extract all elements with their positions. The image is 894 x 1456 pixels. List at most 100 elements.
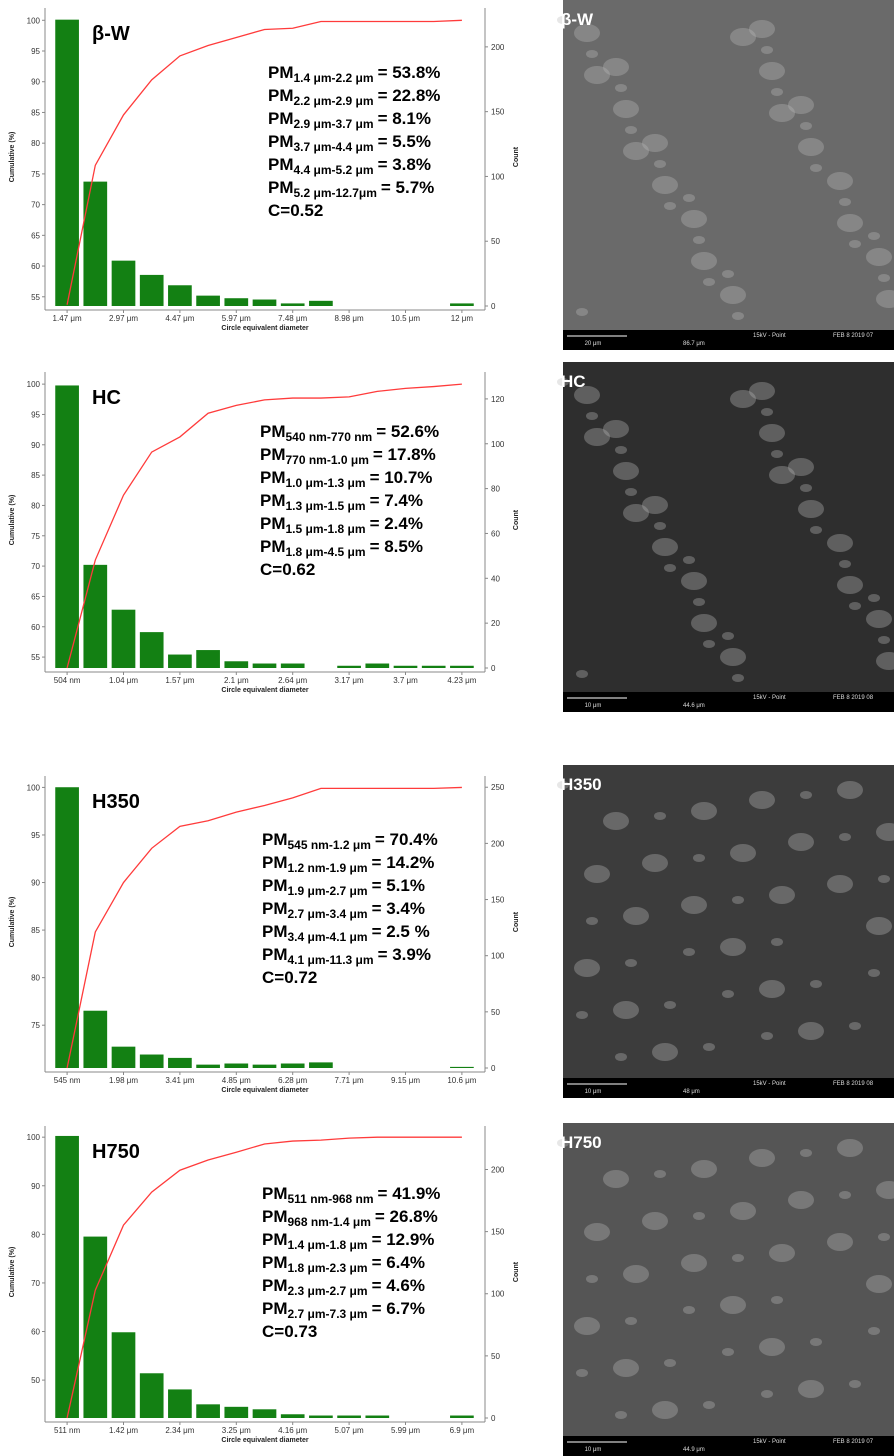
y-tick-label: 80	[31, 974, 40, 983]
sem-texture	[691, 1160, 717, 1178]
annotation-value: = 4.6%	[372, 1276, 425, 1295]
sem-footer	[563, 330, 894, 350]
bar	[252, 1064, 277, 1068]
bar	[111, 260, 136, 306]
x-tick-label: 4.16 μm	[278, 1426, 307, 1435]
sem-texture	[642, 134, 668, 152]
sem-texture	[691, 802, 717, 820]
x-tick-label: 9.15 μm	[391, 1076, 420, 1085]
x-tick-label: 5.99 μm	[391, 1426, 420, 1435]
annotation-value: = 5.1%	[372, 876, 425, 895]
sem-texture	[623, 907, 649, 925]
y2-tick-label: 200	[491, 839, 505, 848]
sem-texture	[798, 1022, 824, 1040]
sem-texture	[720, 648, 746, 666]
bar	[309, 1062, 333, 1068]
sem-texture	[664, 1001, 676, 1009]
bar	[365, 1415, 390, 1418]
bar	[252, 663, 277, 668]
sem-texture	[654, 522, 666, 530]
x-tick-label: 5.97 μm	[222, 314, 251, 323]
x-tick-label: 4.85 μm	[222, 1076, 251, 1085]
annotation-subscript: 2.7 μm-7.3 μm	[288, 1307, 368, 1321]
annotation-subscript: 1.5 μm-1.8 μm	[286, 522, 366, 536]
field-label: 86.7 μm	[683, 341, 705, 347]
sem-texture	[625, 126, 637, 134]
bar	[111, 1046, 136, 1068]
sem-texture	[788, 1191, 814, 1209]
sem-texture	[769, 886, 795, 904]
annotation-subscript: 1.8 μm-2.3 μm	[288, 1261, 368, 1275]
panel-label: HC	[92, 387, 121, 409]
sem-texture	[759, 1338, 785, 1356]
y2-tick-label: 200	[491, 43, 505, 52]
bar	[450, 303, 474, 306]
sem-texture	[584, 865, 610, 883]
bar	[83, 181, 108, 306]
y-tick-label: 95	[31, 831, 40, 840]
scale-label: 10 μm	[585, 1447, 602, 1453]
x-tick-label: 7.48 μm	[278, 314, 307, 323]
annotation: PM5.2 μm-12.7μm = 5.7%	[268, 178, 434, 200]
sem-texture	[878, 274, 890, 282]
sem-texture	[878, 636, 890, 644]
sem-texture	[613, 1359, 639, 1377]
sem-texture	[584, 1223, 610, 1241]
annotation-subscript: 4.4 μm-5.2 μm	[294, 163, 374, 177]
image-label: H350	[561, 775, 602, 794]
bar	[450, 1066, 474, 1068]
annotation-subscript: 2.7 μm-3.4 μm	[288, 907, 368, 921]
annotation: PM2.2 μm-2.9 μm = 22.8%	[268, 86, 440, 108]
sem-texture	[868, 232, 880, 240]
annotation: PM770 nm-1.0 μm = 17.8%	[260, 445, 436, 467]
sem-texture	[681, 572, 707, 590]
annotation-value: = 70.4%	[375, 830, 438, 849]
annotation-value: = 52.6%	[376, 422, 439, 441]
annotation: PM1.0 μm-1.3 μm = 10.7%	[260, 468, 432, 490]
sem-texture	[623, 142, 649, 160]
sem-texture	[625, 488, 637, 496]
x-tick-label: 1.57 μm	[165, 676, 194, 685]
sem-texture	[603, 420, 629, 438]
sem-texture	[759, 62, 785, 80]
sem-texture	[557, 378, 569, 386]
x-tick-label: 3.41 μm	[165, 1076, 194, 1085]
annotation-prefix: PM	[260, 537, 286, 556]
x-tick-label: 1.47 μm	[53, 314, 82, 323]
sem-texture	[878, 875, 890, 883]
sem-texture	[771, 938, 783, 946]
y-axis-title: Cumulative (%)	[9, 132, 16, 183]
annotation-subscript: 2.2 μm-2.9 μm	[294, 94, 374, 108]
y-axis-title: Cumulative (%)	[9, 897, 16, 948]
annotation-subscript: 540 nm-770 nm	[286, 430, 373, 444]
annotation: PM4.1 μm-11.3 μm = 3.9%	[262, 945, 431, 967]
annotation: PM3.7 μm-4.4 μm = 5.5%	[268, 132, 431, 154]
y-tick-label: 55	[31, 653, 40, 662]
bar	[139, 1373, 164, 1418]
annotation-value: = 3.8%	[378, 155, 431, 174]
field-label: 48 μm	[683, 1089, 700, 1095]
sem-texture	[623, 1265, 649, 1283]
x-tick-label: 2.64 μm	[278, 676, 307, 685]
sem-image: 10 μm 44.6 μm 15kV - Point FEB 8 2019 08 HC	[557, 362, 894, 712]
coefficient: C=0.73	[262, 1322, 317, 1341]
sem-texture	[574, 1317, 600, 1335]
annotation-value: = 6.4%	[372, 1253, 425, 1272]
sem-texture	[642, 854, 668, 872]
annotation-value: = 2.5 %	[372, 922, 430, 941]
annotation-prefix: PM	[262, 899, 288, 918]
y-tick-label: 60	[31, 262, 40, 271]
annotation-value: = 10.7%	[370, 468, 433, 487]
sem-texture	[625, 1317, 637, 1325]
image-label: HC	[561, 372, 586, 391]
sem-texture	[683, 556, 695, 564]
sem-texture	[576, 1011, 588, 1019]
sem-texture	[654, 1170, 666, 1178]
y2-tick-label: 0	[491, 302, 496, 311]
sem-texture	[720, 938, 746, 956]
sem-texture	[584, 66, 610, 84]
y-tick-label: 90	[31, 441, 40, 450]
sem-texture	[769, 466, 795, 484]
annotation-prefix: PM	[262, 1207, 288, 1226]
sem-texture	[625, 959, 637, 967]
